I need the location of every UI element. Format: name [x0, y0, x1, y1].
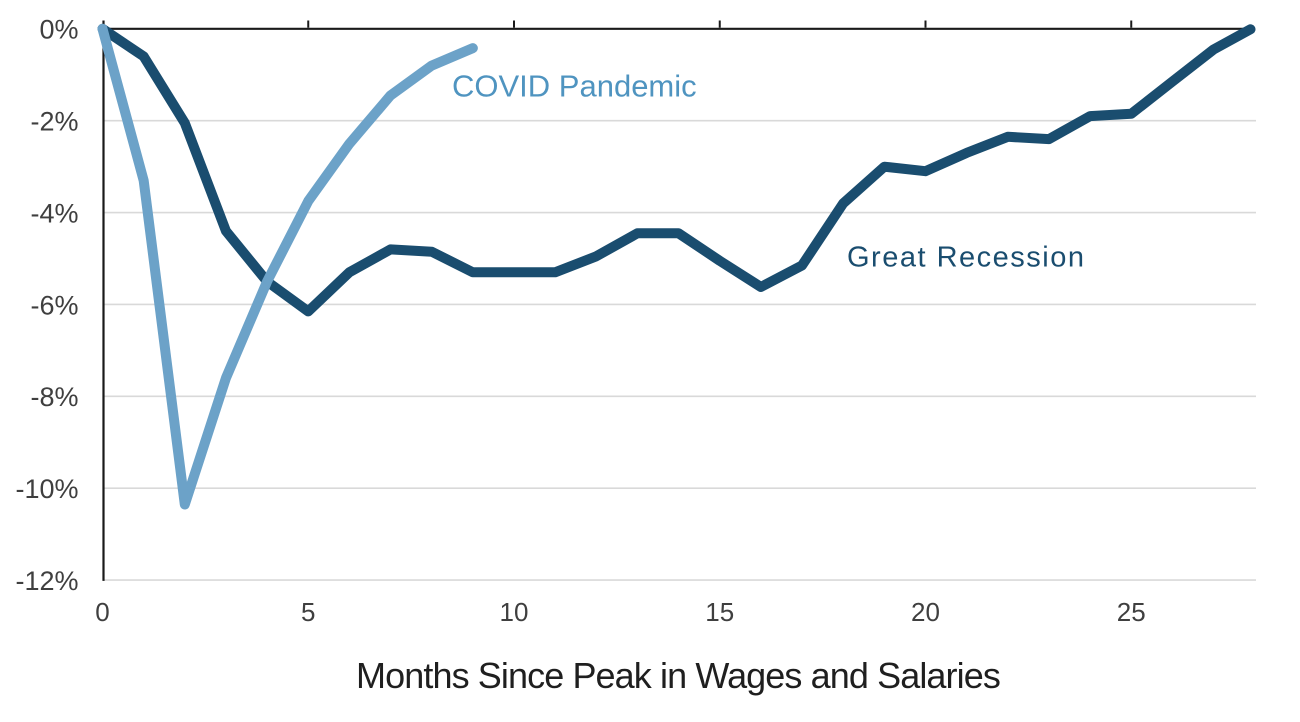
svg-text:Months Since Peak in Wages and: Months Since Peak in Wages and Salaries	[356, 655, 1000, 696]
svg-text:-10%: -10%	[15, 474, 78, 504]
svg-text:0%: 0%	[39, 15, 78, 45]
svg-text:15: 15	[705, 597, 734, 627]
svg-text:Great Recession: Great Recession	[847, 241, 1086, 273]
svg-text:-2%: -2%	[30, 107, 78, 137]
svg-text:-6%: -6%	[30, 290, 78, 320]
svg-text:COVID Pandemic: COVID Pandemic	[452, 69, 697, 104]
svg-text:5: 5	[301, 597, 315, 627]
svg-text:10: 10	[500, 597, 529, 627]
svg-text:0: 0	[95, 597, 109, 627]
svg-text:25: 25	[1117, 597, 1146, 627]
svg-text:-4%: -4%	[30, 199, 78, 229]
svg-text:-12%: -12%	[15, 566, 78, 596]
svg-text:20: 20	[911, 597, 940, 627]
svg-text:-8%: -8%	[30, 382, 78, 412]
